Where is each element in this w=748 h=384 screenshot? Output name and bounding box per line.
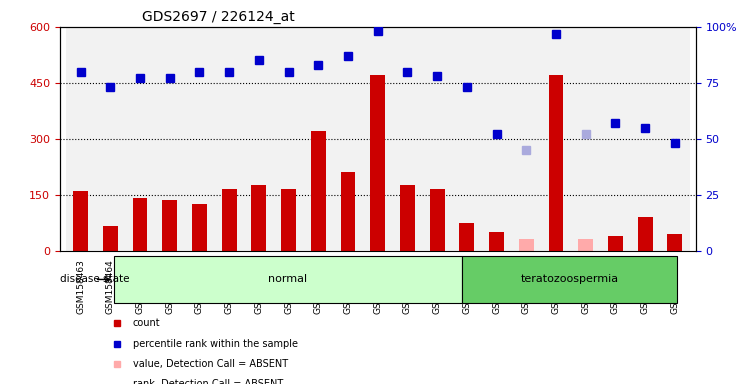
Bar: [66, 27, 96, 250]
Bar: [400, 185, 415, 250]
Text: rank, Detection Call = ABSENT: rank, Detection Call = ABSENT: [133, 379, 283, 384]
Bar: [571, 27, 601, 250]
Text: count: count: [133, 318, 161, 328]
Bar: [221, 189, 236, 250]
Bar: [667, 234, 682, 250]
Bar: [311, 131, 325, 250]
Bar: [162, 200, 177, 250]
Text: teratozoospermia: teratozoospermia: [521, 275, 619, 285]
Bar: [548, 75, 563, 250]
Bar: [459, 223, 474, 250]
Bar: [132, 199, 147, 250]
Bar: [370, 75, 385, 250]
Bar: [363, 27, 393, 250]
Bar: [155, 27, 185, 250]
Bar: [244, 27, 274, 250]
Bar: [333, 27, 363, 250]
Bar: [96, 27, 125, 250]
Bar: [660, 27, 690, 250]
Bar: [340, 172, 355, 250]
Bar: [631, 27, 660, 250]
Bar: [393, 27, 423, 250]
Bar: [423, 27, 452, 250]
Text: GDS2697 / 226124_at: GDS2697 / 226124_at: [142, 10, 295, 25]
Bar: [73, 191, 88, 250]
Bar: [519, 239, 534, 250]
Bar: [103, 226, 117, 250]
Bar: [541, 27, 571, 250]
Bar: [215, 27, 244, 250]
Bar: [482, 27, 512, 250]
FancyBboxPatch shape: [114, 256, 462, 303]
Text: normal: normal: [269, 275, 307, 285]
Text: disease state: disease state: [60, 275, 129, 285]
Bar: [251, 185, 266, 250]
Bar: [489, 232, 504, 250]
Bar: [608, 236, 623, 250]
Bar: [185, 27, 215, 250]
Bar: [578, 239, 593, 250]
Bar: [638, 217, 652, 250]
Bar: [192, 204, 207, 250]
Bar: [281, 189, 296, 250]
Bar: [512, 27, 541, 250]
Bar: [274, 27, 304, 250]
Bar: [125, 27, 155, 250]
Bar: [304, 27, 333, 250]
Bar: [452, 27, 482, 250]
Text: value, Detection Call = ABSENT: value, Detection Call = ABSENT: [133, 359, 288, 369]
Text: percentile rank within the sample: percentile rank within the sample: [133, 339, 298, 349]
Bar: [430, 189, 444, 250]
Bar: [601, 27, 631, 250]
FancyBboxPatch shape: [462, 256, 676, 303]
